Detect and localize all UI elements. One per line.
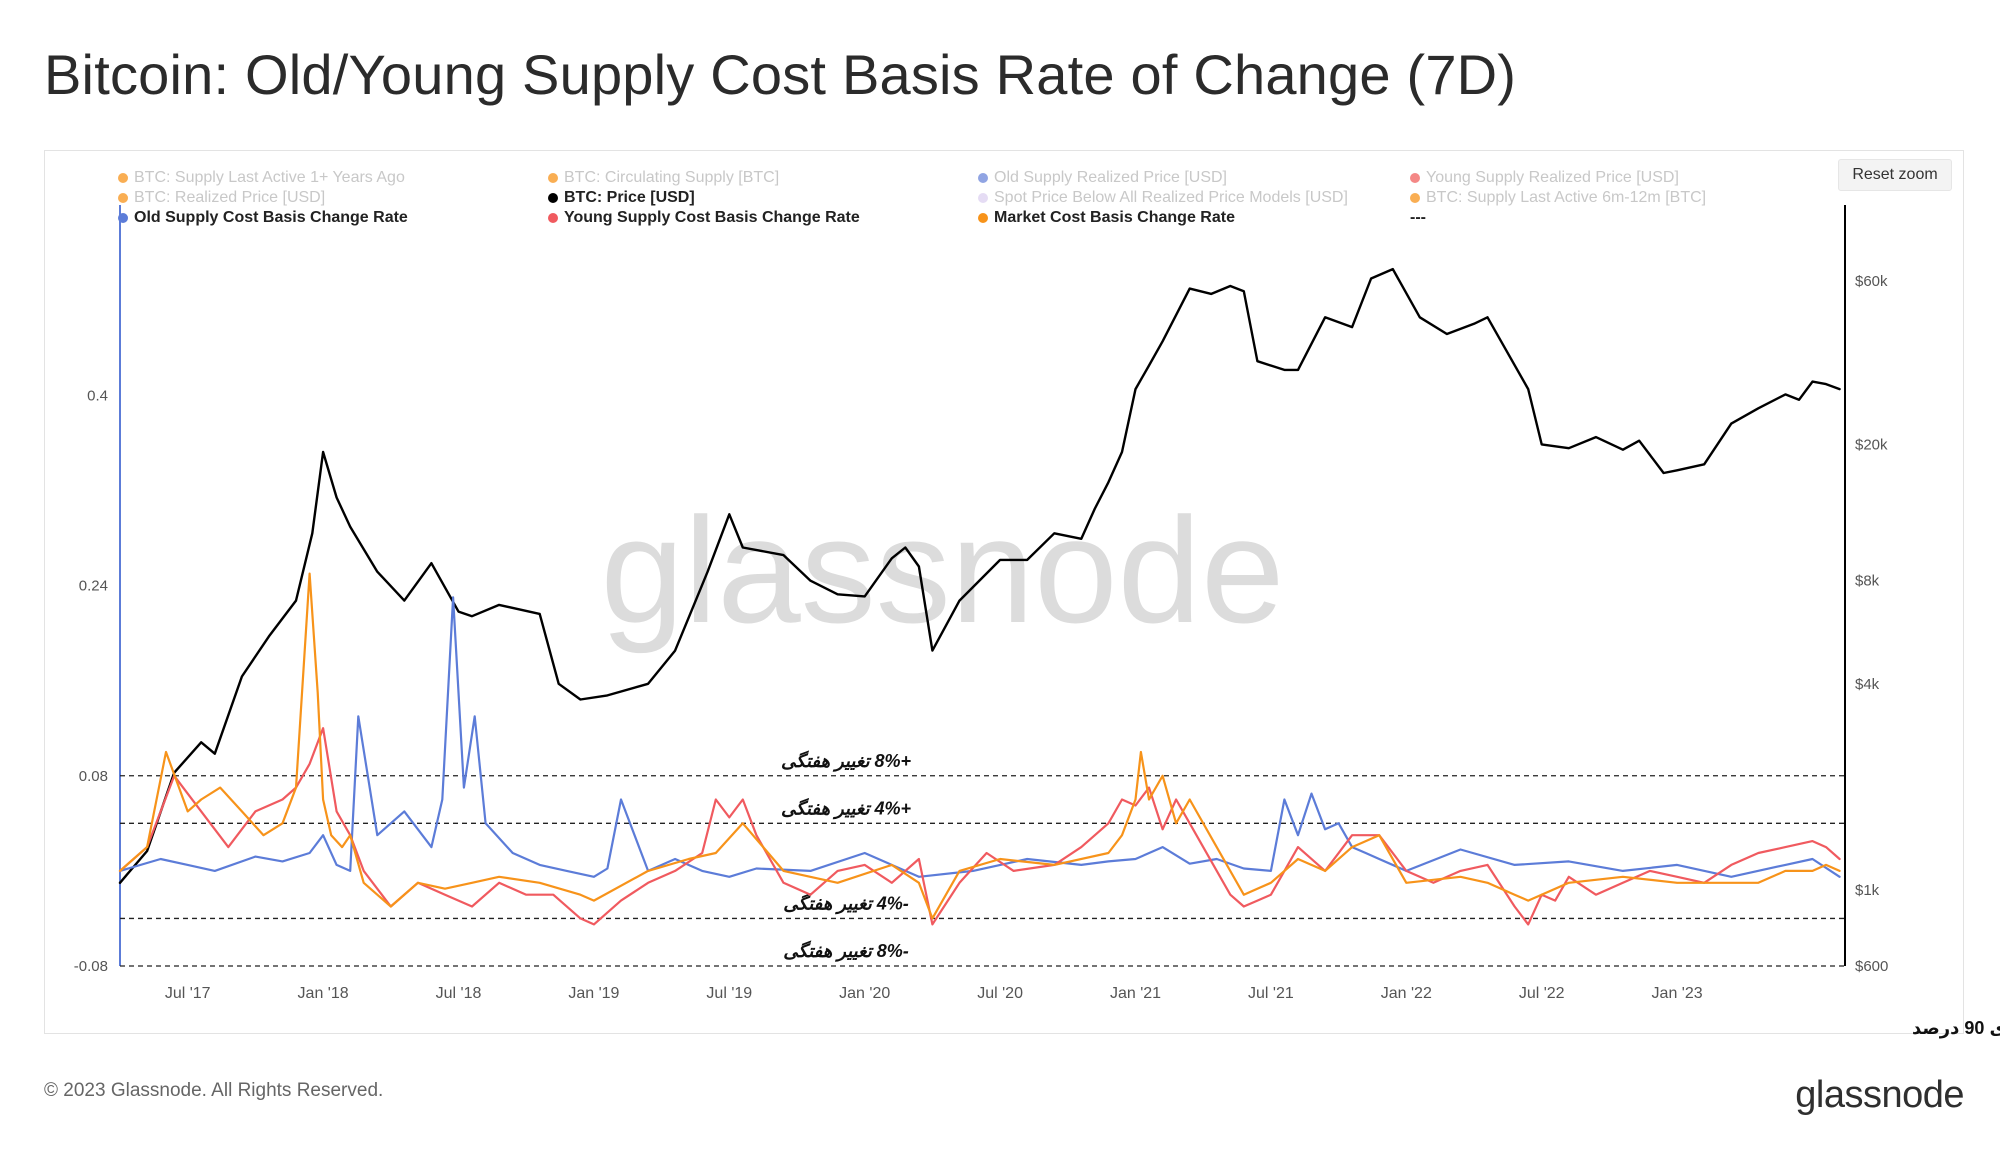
legend-item[interactable]: BTC: Realized Price [USD] xyxy=(118,189,325,207)
legend-dot-icon xyxy=(978,173,988,183)
series-line-btc-price-usd- xyxy=(118,267,1841,884)
legend-label: Young Supply Realized Price [USD] xyxy=(1426,169,1679,186)
legend-dot-icon xyxy=(978,193,988,203)
left-axis-tick-label: -0.08 xyxy=(74,958,108,975)
legend-label: BTC: Supply Last Active 6m-12m [BTC] xyxy=(1426,189,1707,206)
legend-dot-icon xyxy=(548,213,558,223)
right-axis-tick-label: $20k xyxy=(1855,436,1888,453)
watermark: glassnode xyxy=(601,486,1285,654)
legend-dot-icon xyxy=(978,213,988,223)
x-axis-tick-label: Jul '22 xyxy=(1519,985,1565,1002)
x-axis-tick-label: Jan '21 xyxy=(1110,985,1161,1002)
legend-dot-icon xyxy=(548,193,558,203)
x-axis-tick-label: Jul '21 xyxy=(1248,985,1294,1002)
legend-item[interactable]: BTC: Supply Last Active 6m-12m [BTC] xyxy=(1410,189,1706,207)
series-line-market-cost-basis-change-rate xyxy=(118,572,1841,920)
x-axis-tick-label: Jan '18 xyxy=(298,985,349,1002)
legend-item[interactable]: Spot Price Below All Realized Price Mode… xyxy=(978,189,1348,207)
legend-item[interactable]: BTC: Supply Last Active 1+ Years Ago xyxy=(118,169,405,187)
x-axis-tick-label: Jan '19 xyxy=(568,985,619,1002)
legend-dot-icon xyxy=(118,173,128,183)
legend-label: Market Cost Basis Change Rate xyxy=(994,209,1235,226)
right-axis-tick-label: $4k xyxy=(1855,676,1880,693)
x-axis-tick-label: Jul '19 xyxy=(706,985,752,1002)
legend-item[interactable]: BTC: Circulating Supply [BTC] xyxy=(548,169,779,187)
legend-label: BTC: Supply Last Active 1+ Years Ago xyxy=(134,169,405,186)
right-axis-tick-label: $8k xyxy=(1855,573,1880,590)
legend-label: Old Supply Realized Price [USD] xyxy=(994,169,1227,186)
legend-item[interactable]: Market Cost Basis Change Rate xyxy=(978,209,1235,227)
legend-label: BTC: Realized Price [USD] xyxy=(134,189,326,206)
legend-label: --- xyxy=(1410,209,1426,226)
legend-item[interactable]: Young Supply Realized Price [USD] xyxy=(1410,169,1679,187)
legend-dot-icon xyxy=(1410,173,1420,183)
legend-item[interactable]: Old Supply Realized Price [USD] xyxy=(978,169,1227,187)
x-axis-tick-label: Jan '22 xyxy=(1381,985,1432,1002)
x-axis-tick-label: Jan '23 xyxy=(1652,985,1703,1002)
right-axis-tick-label: $60k xyxy=(1855,273,1888,290)
left-axis-tick-label: 0.24 xyxy=(79,578,108,595)
legend-dot-icon xyxy=(118,193,128,203)
reference-line-label: -8% تغییر هفتگی xyxy=(783,940,908,962)
x-axis-tick-label: Jul '17 xyxy=(165,985,211,1002)
brand-logo-text: glassnode xyxy=(1795,1074,1964,1116)
legend-label: Spot Price Below All Realized Price Mode… xyxy=(994,189,1348,206)
chart-panel xyxy=(44,150,1964,1034)
right-axis-tick-label: $600 xyxy=(1855,958,1888,975)
x-axis-tick-label: Jul '20 xyxy=(977,985,1023,1002)
reference-line-label: +8% تغییر هفتگی xyxy=(781,750,911,772)
legend-dot-icon xyxy=(548,173,558,183)
legend-label: BTC: Circulating Supply [BTC] xyxy=(564,169,780,186)
legend-item[interactable]: Old Supply Cost Basis Change Rate xyxy=(118,209,408,227)
series-line-young-supply-cost-basis-change-rate xyxy=(118,727,1841,926)
legend-item[interactable]: --- xyxy=(1410,209,1426,227)
annotation-text: سودآوری بالقوه بالای 90 درصد xyxy=(1912,1016,2000,1039)
legend-label: BTC: Price [USD] xyxy=(564,189,695,206)
page-title: Bitcoin: Old/Young Supply Cost Basis Rat… xyxy=(44,43,1517,106)
left-axis-tick-label: 0.4 xyxy=(87,387,108,404)
legend-label: Young Supply Cost Basis Change Rate xyxy=(564,209,860,226)
x-axis-tick-label: Jul '18 xyxy=(436,985,482,1002)
series-line-old-supply-cost-basis-change-rate xyxy=(118,596,1841,878)
reference-line-label: +4% تغییر هفتگی xyxy=(781,797,911,819)
legend-item[interactable]: Young Supply Cost Basis Change Rate xyxy=(548,209,860,227)
left-axis-tick-label: 0.08 xyxy=(79,768,108,785)
reset-zoom-button[interactable]: Reset zoom xyxy=(1838,159,1952,191)
legend-dot-icon xyxy=(118,213,128,223)
legend-item[interactable]: BTC: Price [USD] xyxy=(548,189,695,207)
copyright-footer: © 2023 Glassnode. All Rights Reserved. xyxy=(44,1080,384,1101)
x-axis-tick-label: Jan '20 xyxy=(839,985,890,1002)
right-axis-tick-label: $1k xyxy=(1855,882,1880,899)
legend-dot-icon xyxy=(1410,193,1420,203)
reference-line-label: -4% تغییر هفتگی xyxy=(783,892,908,914)
legend-label: Old Supply Cost Basis Change Rate xyxy=(134,209,408,226)
